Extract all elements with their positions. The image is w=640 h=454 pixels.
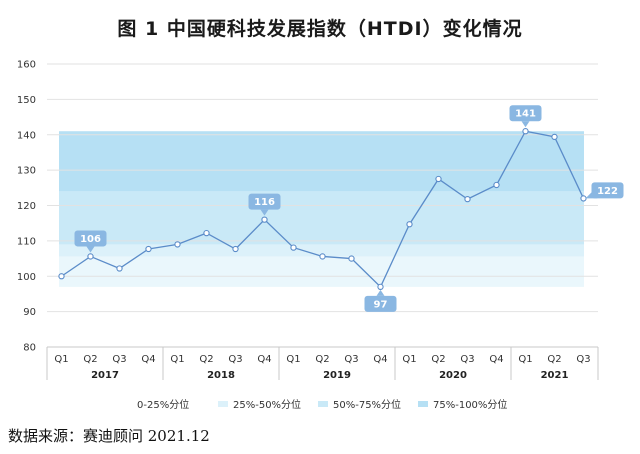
year-label: 2019 <box>323 370 351 381</box>
year-label: 2017 <box>91 370 119 381</box>
x-tick-label: Q3 <box>344 354 358 365</box>
legend-label: 50%-75%分位 <box>333 400 402 411</box>
y-tick-label: 80 <box>23 343 36 354</box>
data-point <box>232 245 239 253</box>
data-point <box>261 216 268 223</box>
data-point <box>290 244 297 251</box>
y-tick-label: 120 <box>17 201 36 212</box>
x-tick-label: Q3 <box>228 354 242 365</box>
quartile-band-3 <box>59 191 584 245</box>
y-tick-label: 160 <box>17 60 36 71</box>
callout-pointer <box>86 246 95 253</box>
callout-box <box>248 193 281 210</box>
callout-pointer <box>260 209 269 216</box>
y-tick-label: 150 <box>17 95 36 106</box>
x-tick-label: Q2 <box>199 354 213 365</box>
callout-pointer <box>376 289 385 296</box>
legend-swatch <box>418 400 428 407</box>
y-axis-ticks: 80 90 100 110 120 130 140 150 160 <box>17 60 36 354</box>
callout-label: 97 <box>374 299 388 310</box>
x-tick-label: Q1 <box>402 354 416 365</box>
data-point <box>203 229 210 237</box>
callout-box <box>364 295 397 312</box>
x-tick-label: Q4 <box>489 354 503 365</box>
legend-swatch <box>122 400 132 407</box>
callout-label: 116 <box>254 197 275 208</box>
x-tick-label: Q4 <box>257 354 271 365</box>
y-tick-label: 90 <box>23 307 36 318</box>
data-point <box>377 283 384 291</box>
data-point <box>493 181 500 189</box>
legend-label: 0-25%分位 <box>137 400 190 411</box>
callout-label: 122 <box>597 186 618 197</box>
x-tick-label: Q1 <box>54 354 68 365</box>
x-tick-label: Q1 <box>286 354 300 365</box>
data-point <box>87 253 94 260</box>
callout-97: 97 <box>364 289 397 312</box>
legend-item: 75%-100%分位 <box>418 396 507 411</box>
data-point <box>348 255 355 262</box>
callouts: 106 116 97 141 122 <box>74 105 624 312</box>
y-tick-label: 140 <box>17 130 36 141</box>
data-point <box>145 245 152 253</box>
x-tick-label: Q1 <box>518 354 532 365</box>
callout-box <box>591 182 624 199</box>
quartile-band-4 <box>59 131 584 192</box>
quartile-band-1 <box>59 256 584 287</box>
legend-item: 0-25%分位 <box>122 396 189 411</box>
data-point <box>116 265 123 272</box>
x-tick-label: Q2 <box>315 354 329 365</box>
callout-141: 141 <box>509 105 542 128</box>
callout-box <box>74 230 107 247</box>
callout-122: 122 <box>585 182 624 199</box>
legend-label: 75%-100%分位 <box>433 400 508 411</box>
x-tick-label: Q4 <box>373 354 387 365</box>
x-tick-label: Q3 <box>460 354 474 365</box>
callout-label: 141 <box>515 109 536 120</box>
year-label: 2018 <box>207 370 235 381</box>
x-axis: Q1 Q2 Q3 Q4 Q1 Q2 Q3 Q4 Q1 Q2 Q3 Q4 Q1 Q2 Q3 Q4 Q1 Q2 Q3 20… <box>46 346 599 381</box>
year-label: 2020 <box>439 370 467 381</box>
legend: 0-25%分位 25%-50%分位 50%-75%分位 75%-100%分位 <box>0 396 640 412</box>
data-point <box>580 195 587 202</box>
callout-106: 106 <box>74 230 107 253</box>
quartile-bands <box>59 131 584 287</box>
data-point <box>551 133 558 141</box>
x-tick-label: Q3 <box>112 354 126 365</box>
line-chart: 80 90 100 110 120 130 140 150 160 Q1 Q2 Q3 Q4 Q1 Q2 Q3… <box>17 60 624 381</box>
legend-swatch <box>218 400 228 407</box>
x-tick-label: Q2 <box>83 354 97 365</box>
quartile-band-2 <box>59 244 584 257</box>
legend-item: 25%-50%分位 <box>218 396 301 411</box>
data-point <box>406 221 413 228</box>
callout-label: 106 <box>80 234 101 245</box>
callout-116: 116 <box>248 193 281 216</box>
y-tick-label: 110 <box>17 236 36 247</box>
x-tick-label: Q3 <box>576 354 590 365</box>
callout-pointer <box>521 121 530 128</box>
data-point <box>319 253 326 260</box>
chart-title: 图 1 中国硬科技发展指数（HTDI）变化情况 <box>117 18 523 40</box>
data-point <box>58 273 65 280</box>
data-point <box>435 175 442 183</box>
x-tick-label: Q4 <box>141 354 155 365</box>
callout-box <box>509 105 542 122</box>
data-point <box>522 128 529 135</box>
x-tick-label: Q2 <box>547 354 561 365</box>
data-point <box>464 195 471 203</box>
year-label: 2021 <box>541 370 569 381</box>
data-points <box>58 128 587 291</box>
y-tick-label: 100 <box>17 272 36 283</box>
legend-item: 50%-75%分位 <box>318 396 401 411</box>
x-tick-label: Q2 <box>431 354 445 365</box>
y-tick-label: 130 <box>17 166 36 177</box>
legend-swatch <box>318 400 328 407</box>
source-note: 数据来源：赛迪顾问 2021.12 <box>8 427 210 445</box>
data-point <box>174 241 181 248</box>
x-tick-label: Q1 <box>170 354 184 365</box>
legend-label: 25%-50%分位 <box>233 400 302 411</box>
